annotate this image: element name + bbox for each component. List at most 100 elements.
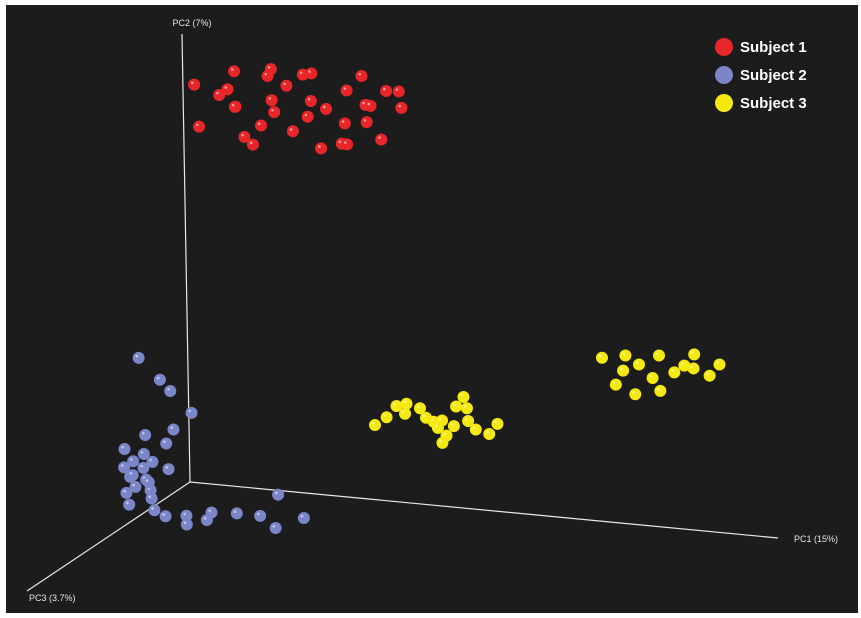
data-point	[450, 400, 463, 413]
data-point	[364, 99, 377, 112]
data-point	[127, 455, 140, 468]
data-point	[483, 427, 496, 440]
data-point	[375, 133, 388, 146]
data-point	[167, 423, 180, 436]
data-point	[462, 415, 475, 428]
legend-item: Subject 1	[715, 38, 807, 56]
data-point	[595, 351, 608, 364]
series-3	[368, 348, 726, 449]
data-point	[395, 101, 408, 114]
data-point	[137, 461, 150, 474]
data-point	[126, 469, 139, 482]
chart-frame: PC1 (15%) PC2 (7%) PC3 (3.7%) Subject 1 Sub…	[6, 5, 858, 613]
data-point	[297, 512, 310, 525]
data-point	[246, 138, 259, 151]
data-point	[420, 411, 433, 424]
axis-pc1-line	[189, 481, 779, 539]
data-point	[654, 384, 667, 397]
data-point	[146, 455, 159, 468]
data-point	[305, 67, 318, 80]
data-point	[652, 349, 665, 362]
data-point	[148, 504, 161, 517]
data-point	[469, 423, 482, 436]
data-point	[280, 79, 293, 92]
data-point	[230, 507, 243, 520]
data-point	[668, 366, 681, 379]
data-point	[340, 84, 353, 97]
legend: Subject 1 Subject 2 Subject 3	[715, 38, 807, 112]
data-point	[118, 461, 131, 474]
series-2	[118, 351, 310, 535]
data-point	[180, 509, 193, 522]
data-point	[390, 399, 403, 412]
axis-pc2-label: PC2 (7%)	[172, 18, 211, 28]
data-point	[413, 402, 426, 415]
data-point	[159, 510, 172, 523]
data-point	[460, 402, 473, 415]
data-point	[678, 359, 691, 372]
data-point	[703, 369, 716, 382]
data-point	[688, 348, 701, 361]
data-point	[269, 522, 282, 535]
data-point	[457, 390, 470, 403]
data-point	[315, 142, 328, 155]
data-point	[132, 351, 145, 364]
data-point	[440, 429, 453, 442]
data-point	[228, 100, 241, 113]
points-group	[118, 63, 726, 535]
data-point	[254, 509, 267, 522]
data-point	[713, 358, 726, 371]
legend-item: Subject 2	[715, 66, 807, 84]
data-point	[238, 130, 251, 143]
data-point	[360, 116, 373, 129]
series-1	[188, 63, 408, 155]
data-point	[355, 69, 368, 82]
data-point	[188, 78, 201, 91]
data-point	[392, 85, 405, 98]
data-point	[123, 498, 136, 511]
legend-label: Subject 3	[740, 95, 807, 112]
data-point	[120, 486, 133, 499]
axis-pc3-line	[26, 481, 191, 592]
pca-3d-scatter: PC1 (15%)PC2 (7%)PC3 (3.7%) Subject 1Sub…	[26, 18, 838, 603]
data-point	[646, 371, 659, 384]
data-point	[629, 388, 642, 401]
data-point	[268, 106, 281, 119]
data-point	[193, 120, 206, 133]
data-point	[221, 83, 234, 96]
data-point	[153, 373, 166, 386]
data-point	[338, 117, 351, 130]
data-point	[180, 518, 193, 531]
data-point	[200, 514, 213, 526]
data-point	[380, 84, 393, 97]
data-point	[687, 362, 700, 375]
data-point	[320, 102, 333, 115]
axis-pc1-label: PC1 (15%)	[794, 534, 838, 544]
data-point	[341, 138, 354, 151]
data-point	[129, 480, 142, 493]
data-point	[617, 364, 630, 377]
data-point	[139, 429, 152, 442]
data-point	[142, 476, 155, 489]
data-point	[162, 463, 175, 476]
data-point	[609, 378, 622, 391]
data-point	[228, 65, 241, 78]
data-point	[160, 437, 173, 450]
data-point	[447, 420, 460, 433]
axes-group: PC1 (15%) PC2 (7%) PC3 (3.7%)	[26, 18, 838, 603]
legend-label: Subject 1	[740, 39, 807, 56]
data-point	[185, 406, 198, 419]
data-point	[145, 492, 158, 505]
data-point	[272, 488, 285, 501]
data-point	[286, 125, 299, 138]
data-point	[264, 63, 277, 76]
data-point	[137, 448, 150, 461]
data-point	[255, 119, 268, 132]
data-point	[400, 397, 413, 410]
data-point	[368, 419, 381, 432]
axis-pc3-label: PC3 (3.7%)	[29, 593, 76, 603]
data-point	[380, 411, 393, 424]
legend-marker	[715, 94, 733, 112]
data-point	[164, 384, 177, 397]
legend-item: Subject 3	[715, 94, 807, 112]
